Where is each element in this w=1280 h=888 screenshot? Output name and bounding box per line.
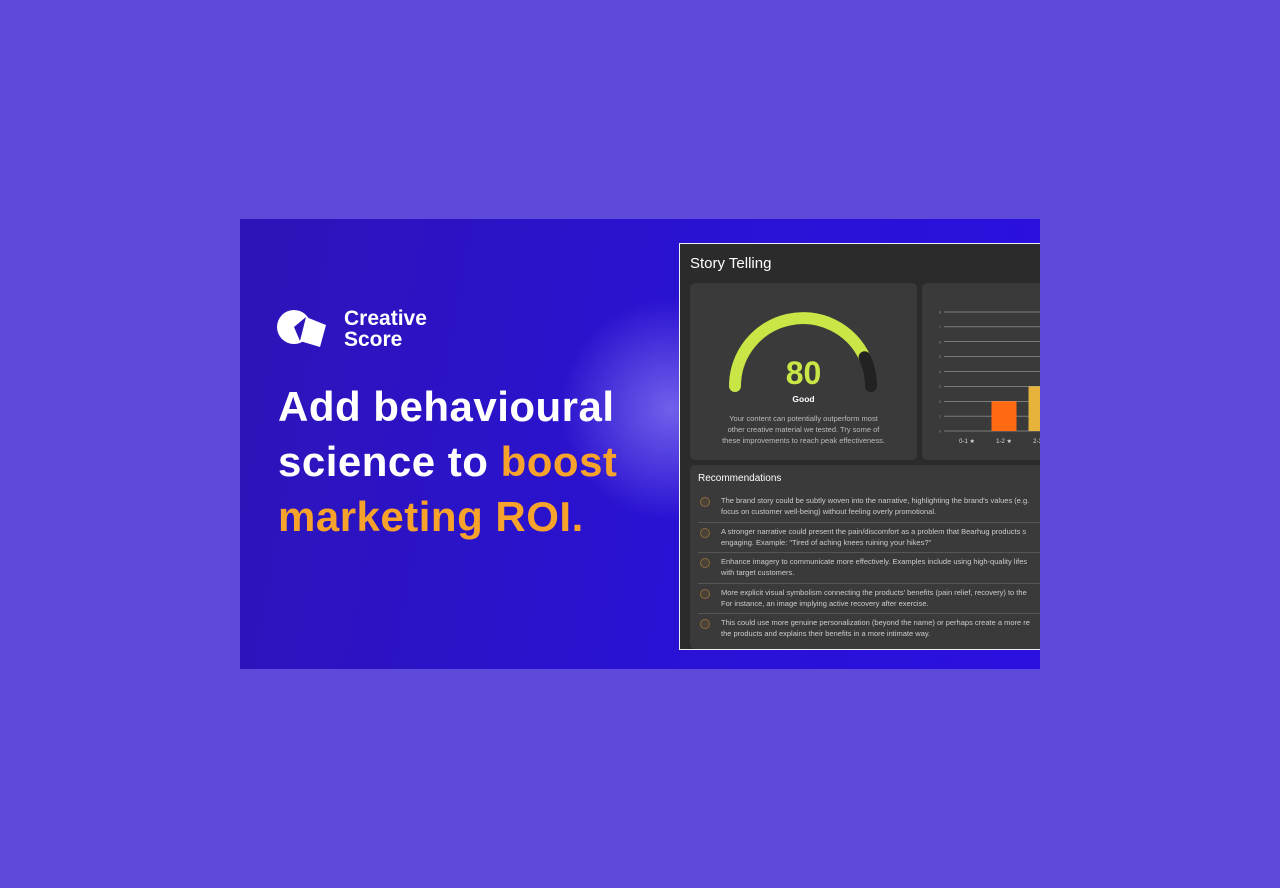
recommendations-card: Recommendations The brand story could be… [690,465,1040,649]
headline-text: Add behavioural science to [278,383,615,485]
recommendation-text: The brand story could be subtly woven in… [721,496,1030,505]
separator [698,521,1040,523]
x-tick-label: 2-3 ★ [1033,438,1040,445]
bulb-icon [700,558,710,568]
separator [698,552,1040,553]
y-tick-label: 1 [939,414,942,419]
y-tick-label: 7 [939,324,942,329]
gauge-track [858,351,877,392]
separator [698,582,1040,584]
gauge-card: 80 Good Your content can potentially out… [690,283,917,460]
gauge-arc [729,312,871,392]
headline-highlight: boost marketing ROI. [278,438,618,540]
text-line: Your content can potentially outperform … [729,414,878,423]
bulb-icon [700,527,710,538]
recommendation-text: engaging. Example: "Tired of aching knee… [721,537,932,547]
recommendation-text: Enhance imagery to communicate more effe… [721,557,1028,566]
recommendation-text: More explicit visual symbolism connectin… [721,587,1027,597]
banner: Creative Score Add behavioural science t… [240,219,1040,669]
x-tick-label: 0-1 ★ [959,438,975,445]
recommendation-text: the products and explains their benefits… [721,629,931,638]
y-tick-label: 2 [939,399,942,404]
chart-card: 0 1 2 3 4 5 6 7 8 0-1 ★ 1-2 ★ 2-3 ★ [922,283,1040,460]
recommendation-text: This could use more genuine personalizat… [721,618,1030,627]
text-line: other creative material we tested. Try s… [727,425,880,434]
bulb-icon [700,497,710,507]
recommendations-title: Recommendations [698,473,782,484]
recommendation-text: focus on customer well-being) without fe… [721,507,937,516]
brand-name: Score [344,328,403,351]
y-tick-label: 4 [939,369,942,374]
bar [991,401,1017,431]
gauge [729,312,877,392]
y-tick-label: 8 [939,310,942,315]
y-tick-label: 6 [939,339,942,344]
bulb-icon [700,619,710,629]
gauge-score: 80 [785,355,822,391]
bulb-icon [700,588,710,599]
panel-title: Story Telling [690,255,772,272]
recommendation-text: with target customers. [721,568,795,577]
gauge-description: Your content can potentially outperform … [690,413,917,446]
y-tick-label: 0 [939,429,942,434]
bar-chart: 0 1 2 3 4 5 6 7 8 0-1 ★ 1-2 ★ 2-3 ★ [939,310,1040,445]
x-tick-label: 1-2 ★ [996,438,1012,445]
recommendation-text: A stronger narrative could present the p… [721,526,1027,536]
bar [1028,386,1040,431]
logo [277,310,326,347]
panel: Story Telling 80 Good Your content can p… [679,243,1040,650]
recommendation-text: For instance, an image implying active r… [721,598,929,608]
headline: Add behavioural science to boost marketi… [278,379,638,544]
separator [698,613,1040,614]
y-tick-label: 3 [939,384,942,389]
y-tick-label: 5 [939,354,942,359]
gauge-label: Good [792,394,815,404]
brand-name: Creative [344,307,427,330]
text-line: these improvements to reach peak effecti… [722,436,885,445]
